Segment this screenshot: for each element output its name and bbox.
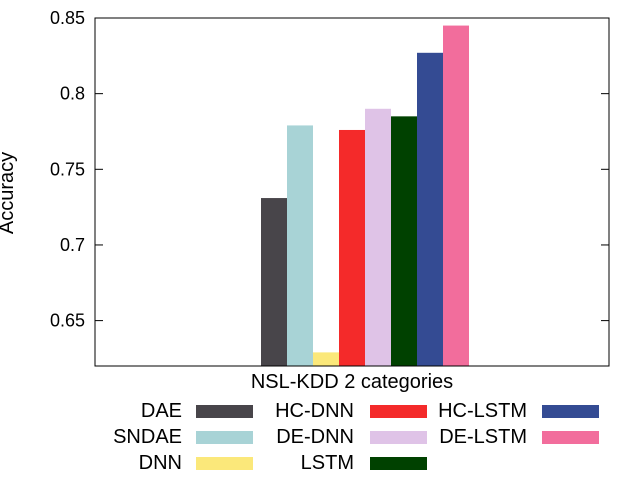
legend-label: HC-LSTM [438,400,527,422]
legend-swatch [196,431,253,444]
legend-label: LSTM [301,452,354,474]
bar-dae [261,198,287,366]
bar-hc-lstm [417,52,443,367]
y-tick-label: 0.7 [60,235,85,255]
legend-label: SNDAE [113,426,182,448]
y-tick-label: 0.75 [50,159,85,179]
legend-swatch [370,405,427,418]
y-tick-label: 0.85 [50,8,85,28]
bar-group [261,25,469,367]
legend-swatch [370,431,427,444]
y-axis: 0.65 0.7 0.75 0.8 0.85 [50,8,609,331]
legend-swatch [196,405,253,418]
bar-lstm [391,116,417,366]
legend-swatch [542,431,599,444]
legend-label: DE-LSTM [439,426,527,448]
y-tick-label: 0.8 [60,84,85,104]
legend-label: DAE [141,400,182,422]
legend-swatch [542,405,599,418]
y-axis-label: Accuracy [0,152,18,234]
legend: DAE SNDAE DNN HC-DNN DE-DNN LSTM HC-LSTM DE-LST… [113,400,599,474]
legend-label: HC-DNN [275,400,354,422]
bar-hc-dnn [339,129,365,366]
legend-label: DNN [139,452,182,474]
bar-de-dnn [365,108,391,367]
y-tick-label: 0.65 [50,311,85,331]
legend-swatch [196,457,253,470]
bar-de-lstm [443,25,469,367]
bar-sndae [287,125,313,366]
legend-swatch [370,457,427,470]
legend-label: DE-DNN [276,426,354,448]
x-axis-label: NSL-KDD 2 categories [251,371,453,393]
bar-dnn [313,352,339,366]
plot-frame [94,17,610,367]
